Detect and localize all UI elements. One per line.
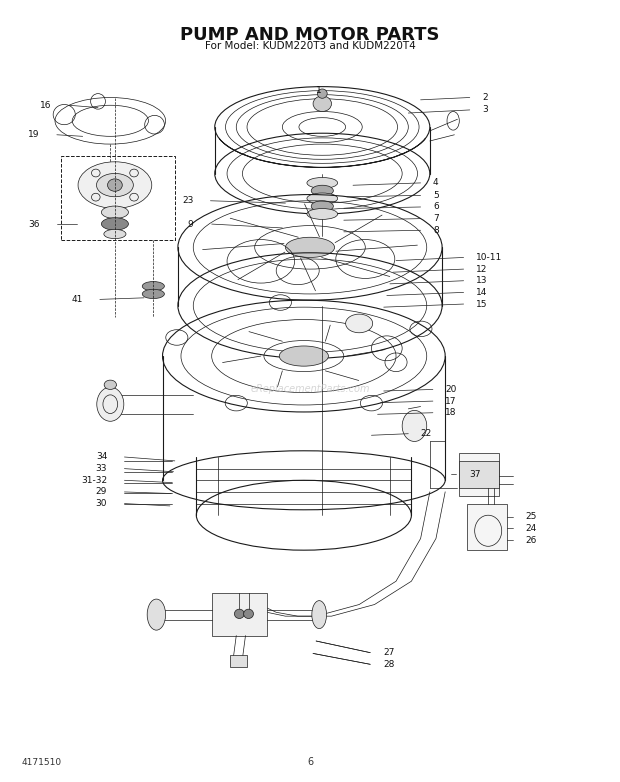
Text: 15: 15 <box>476 300 487 309</box>
Text: 33: 33 <box>95 465 107 473</box>
Ellipse shape <box>107 179 122 192</box>
Text: 3: 3 <box>482 106 488 114</box>
Ellipse shape <box>104 229 126 239</box>
Text: 29: 29 <box>96 487 107 497</box>
Ellipse shape <box>279 346 329 366</box>
Text: 10-11: 10-11 <box>476 253 502 262</box>
Text: 12: 12 <box>476 264 487 274</box>
Ellipse shape <box>102 206 128 218</box>
Text: 30: 30 <box>95 499 107 508</box>
Text: 6: 6 <box>307 757 313 767</box>
Text: 25: 25 <box>525 512 536 522</box>
Ellipse shape <box>307 178 338 188</box>
Ellipse shape <box>104 380 117 389</box>
Text: 28: 28 <box>384 660 395 669</box>
Text: 13: 13 <box>476 276 487 285</box>
Bar <box>459 461 498 488</box>
Text: 34: 34 <box>96 453 107 461</box>
Ellipse shape <box>307 209 338 220</box>
Text: 7: 7 <box>433 214 438 223</box>
Bar <box>211 593 267 636</box>
Text: 2: 2 <box>482 93 488 102</box>
Text: eReplacementParts.com: eReplacementParts.com <box>250 385 370 394</box>
Text: 19: 19 <box>28 131 40 139</box>
Text: 1: 1 <box>316 86 322 95</box>
Bar <box>467 504 507 551</box>
Bar <box>61 156 175 239</box>
Ellipse shape <box>147 599 166 630</box>
Ellipse shape <box>317 89 327 99</box>
Text: 5: 5 <box>433 191 438 200</box>
Text: 27: 27 <box>384 648 395 657</box>
Text: 31-32: 31-32 <box>81 475 107 485</box>
Ellipse shape <box>102 217 128 230</box>
Bar <box>230 655 247 666</box>
Ellipse shape <box>142 289 164 299</box>
Text: For Model: KUDM220T3 and KUDM220T4: For Model: KUDM220T3 and KUDM220T4 <box>205 41 415 52</box>
Bar <box>459 453 498 496</box>
Text: 4171510: 4171510 <box>21 758 61 766</box>
Text: 36: 36 <box>28 220 40 228</box>
Ellipse shape <box>402 411 427 442</box>
Text: 23: 23 <box>182 196 193 205</box>
Text: 41: 41 <box>71 295 82 304</box>
Ellipse shape <box>285 237 335 257</box>
Text: 17: 17 <box>445 396 457 406</box>
Text: 14: 14 <box>476 288 487 297</box>
Text: 8: 8 <box>433 226 438 235</box>
Ellipse shape <box>345 314 373 333</box>
Text: 6: 6 <box>433 203 438 211</box>
Ellipse shape <box>78 162 152 208</box>
Text: 16: 16 <box>40 101 52 109</box>
Text: 4: 4 <box>433 178 438 188</box>
Text: 24: 24 <box>525 524 536 533</box>
Text: 9: 9 <box>187 220 193 228</box>
Ellipse shape <box>97 174 133 197</box>
Text: 26: 26 <box>525 536 536 544</box>
Ellipse shape <box>244 609 254 619</box>
Text: 18: 18 <box>445 408 457 418</box>
Ellipse shape <box>312 601 327 629</box>
Text: 20: 20 <box>445 385 456 394</box>
Text: PUMP AND MOTOR PARTS: PUMP AND MOTOR PARTS <box>180 27 440 45</box>
Ellipse shape <box>311 201 334 212</box>
Ellipse shape <box>311 185 334 196</box>
Ellipse shape <box>97 387 124 421</box>
Ellipse shape <box>234 609 244 619</box>
Ellipse shape <box>307 193 338 204</box>
Ellipse shape <box>313 96 332 112</box>
Text: 37: 37 <box>470 469 481 479</box>
Ellipse shape <box>142 282 164 291</box>
Text: 22: 22 <box>420 429 432 438</box>
